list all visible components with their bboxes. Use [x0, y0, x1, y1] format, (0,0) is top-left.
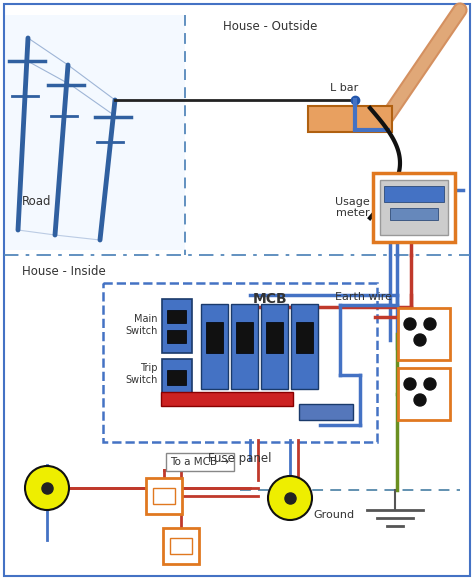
- FancyBboxPatch shape: [167, 369, 186, 385]
- FancyBboxPatch shape: [201, 303, 228, 389]
- FancyBboxPatch shape: [231, 303, 258, 389]
- Circle shape: [404, 318, 416, 330]
- FancyBboxPatch shape: [373, 173, 455, 242]
- FancyBboxPatch shape: [384, 186, 444, 202]
- FancyBboxPatch shape: [390, 208, 438, 220]
- FancyBboxPatch shape: [146, 478, 182, 514]
- FancyBboxPatch shape: [398, 368, 450, 420]
- FancyBboxPatch shape: [167, 329, 186, 343]
- FancyBboxPatch shape: [262, 303, 289, 389]
- Text: Main
Switch: Main Switch: [126, 314, 158, 336]
- FancyBboxPatch shape: [299, 404, 353, 420]
- FancyBboxPatch shape: [4, 4, 470, 576]
- FancyBboxPatch shape: [153, 488, 175, 504]
- FancyBboxPatch shape: [292, 303, 319, 389]
- Text: Earth wire: Earth wire: [335, 292, 392, 302]
- FancyBboxPatch shape: [308, 106, 392, 132]
- Text: MCB: MCB: [253, 292, 287, 306]
- Text: Fuse panel: Fuse panel: [208, 452, 272, 465]
- FancyBboxPatch shape: [163, 528, 199, 564]
- Circle shape: [414, 334, 426, 346]
- FancyBboxPatch shape: [398, 308, 450, 360]
- FancyBboxPatch shape: [207, 321, 224, 353]
- FancyBboxPatch shape: [170, 538, 192, 554]
- Circle shape: [404, 378, 416, 390]
- FancyBboxPatch shape: [162, 359, 192, 399]
- Circle shape: [424, 378, 436, 390]
- Text: Trip
Switch: Trip Switch: [126, 363, 158, 385]
- Circle shape: [268, 476, 312, 520]
- FancyBboxPatch shape: [380, 180, 448, 235]
- Text: L bar: L bar: [330, 83, 358, 93]
- FancyBboxPatch shape: [5, 15, 185, 250]
- Text: Road: Road: [22, 195, 52, 208]
- FancyBboxPatch shape: [237, 321, 254, 353]
- Text: To a MCB →: To a MCB →: [171, 457, 229, 467]
- Text: House - Outside: House - Outside: [223, 20, 317, 33]
- FancyBboxPatch shape: [167, 310, 186, 322]
- FancyBboxPatch shape: [266, 321, 283, 353]
- Circle shape: [424, 318, 436, 330]
- Circle shape: [414, 394, 426, 406]
- Text: Usage
meter: Usage meter: [335, 197, 370, 218]
- Text: Ground: Ground: [314, 510, 355, 520]
- FancyBboxPatch shape: [297, 321, 313, 353]
- FancyBboxPatch shape: [161, 392, 293, 406]
- FancyBboxPatch shape: [162, 299, 192, 353]
- Text: House - Inside: House - Inside: [22, 265, 106, 278]
- Circle shape: [25, 466, 69, 510]
